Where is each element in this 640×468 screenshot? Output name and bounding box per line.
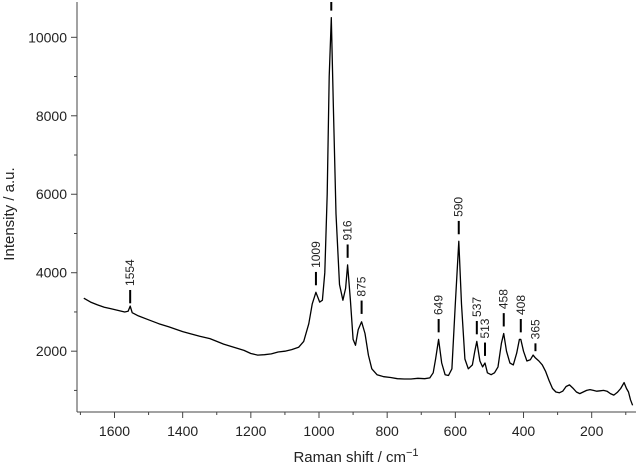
peak-label-408: 408 [514, 295, 528, 315]
x-tick-label-200: 200 [580, 423, 604, 439]
series-layer [83, 17, 634, 406]
peak-label-916: 916 [341, 220, 355, 240]
x-tick-label-1400: 1400 [167, 423, 198, 439]
y-tick-label-4000: 4000 [36, 265, 67, 281]
peak-label-458: 458 [497, 289, 511, 309]
peak-label-649: 649 [432, 295, 446, 315]
x-tick-label-800: 800 [375, 423, 399, 439]
x-axis: 1600 1400 1200 1000 800 600 400 200 [79, 412, 627, 439]
x-axis-title: Raman shift / cm−1 [293, 447, 418, 466]
peak-label-513: 513 [478, 318, 492, 338]
y-axis-title: Intensity / a.u. [1, 167, 18, 260]
peak-label-1554: 1554 [123, 259, 137, 286]
y-axis: 2000 4000 6000 8000 10000 [28, 29, 77, 391]
y-tick-label-10000: 10000 [28, 29, 67, 45]
y-tick-label-2000: 2000 [36, 343, 67, 359]
x-tick-label-600: 600 [444, 423, 468, 439]
spectrum-line-1 [83, 17, 634, 406]
y-tick-label-8000: 8000 [36, 108, 67, 124]
x-tick-label-400: 400 [512, 423, 536, 439]
peak-label-590: 590 [452, 197, 466, 217]
peak-label-537: 537 [470, 297, 484, 317]
x-tick-label-1000: 1000 [303, 423, 334, 439]
x-tick-label-1200: 1200 [235, 423, 266, 439]
peak-annotations: 15541009964916875649590537513458408365 [123, 2, 542, 356]
y-tick-label-6000: 6000 [36, 186, 67, 202]
peak-label-365: 365 [528, 319, 542, 339]
peak-label-875: 875 [355, 276, 369, 296]
peak-label-1009: 1009 [309, 241, 323, 268]
plot-frame [76, 2, 636, 413]
x-tick-label-1600: 1600 [99, 423, 130, 439]
